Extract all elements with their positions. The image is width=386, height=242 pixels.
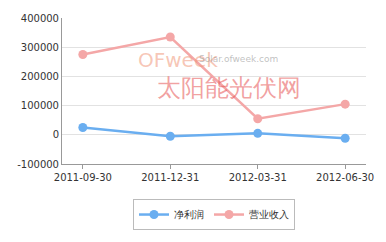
svg-text:-100000: -100000 bbox=[17, 159, 59, 170]
svg-text:400000: 400000 bbox=[21, 13, 59, 24]
svg-text:0: 0 bbox=[53, 129, 59, 140]
svg-text:2012-03-31: 2012-03-31 bbox=[229, 172, 287, 183]
svg-text:2011-09-30: 2011-09-30 bbox=[54, 172, 112, 183]
svg-text:太阳能光伏网: 太阳能光伏网 bbox=[157, 74, 301, 102]
svg-text:100000: 100000 bbox=[21, 100, 59, 111]
svg-text:300000: 300000 bbox=[21, 42, 59, 53]
svg-text:2011-12-31: 2011-12-31 bbox=[141, 172, 199, 183]
svg-text:Solar.ofweek.com: Solar.ofweek.com bbox=[199, 54, 278, 64]
svg-text:2012-06-30: 2012-06-30 bbox=[316, 172, 374, 183]
svg-text:OFweek: OFweek bbox=[138, 48, 218, 72]
svg-text:200000: 200000 bbox=[21, 71, 59, 82]
svg-text:净利润: 净利润 bbox=[174, 209, 204, 220]
svg-text:营业收入: 营业收入 bbox=[249, 209, 289, 220]
